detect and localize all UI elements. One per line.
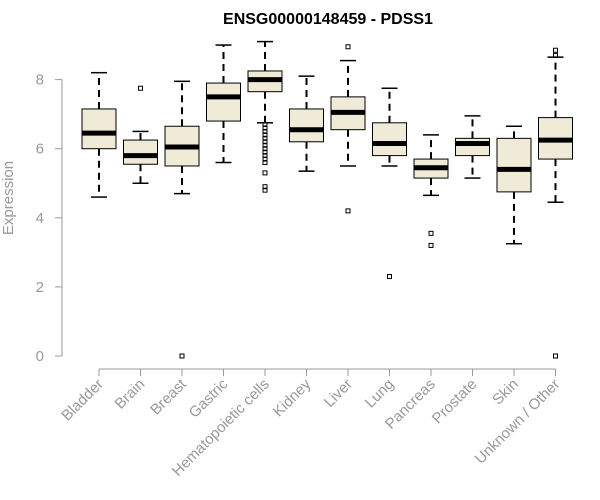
- outlier-point: [262, 122, 268, 128]
- outlier-point: [262, 149, 268, 155]
- box-body: [123, 139, 158, 165]
- y-tick-label: 8: [36, 72, 44, 89]
- plot-area: [81, 40, 573, 359]
- x-tick-label: Brain: [112, 376, 149, 413]
- outlier-point: [262, 125, 268, 131]
- outlier-point: [345, 208, 351, 214]
- outlier-point: [262, 187, 268, 193]
- outlier-point: [428, 230, 434, 236]
- x-tick-label: Bladder: [58, 376, 107, 425]
- y-tick-label: 0: [36, 348, 44, 365]
- outlier-point: [262, 135, 268, 141]
- box-kidney: [289, 75, 324, 172]
- box-body: [496, 137, 532, 193]
- outlier-point: [262, 160, 268, 166]
- box-lung: [372, 87, 407, 280]
- box-breast: [164, 80, 200, 359]
- outlier-point: [553, 353, 558, 359]
- chart-title: ENSG00000148459 - PDSS1: [223, 11, 433, 28]
- y-tick-label: 4: [36, 210, 44, 227]
- y-tick-label: 6: [36, 141, 44, 158]
- outlier-point: [262, 156, 268, 162]
- box-liver: [330, 44, 366, 214]
- box-prostate: [455, 115, 490, 179]
- outlier-point: [262, 146, 268, 152]
- outlier-point: [262, 184, 268, 190]
- x-tick-label: Kidney: [270, 375, 315, 420]
- y-tick-label: 2: [36, 279, 44, 296]
- y-axis: 0 2 4 6 8: [36, 72, 63, 365]
- box-body: [289, 108, 324, 143]
- box-body: [81, 108, 117, 150]
- outlier-point: [138, 85, 143, 91]
- outlier-point: [428, 242, 434, 248]
- outlier-point: [262, 139, 268, 145]
- outlier-point: [262, 170, 268, 176]
- box-body: [372, 122, 407, 157]
- box-brain: [123, 85, 158, 184]
- outlier-point: [553, 52, 558, 58]
- outlier-point: [262, 153, 268, 159]
- outlier-point: [553, 47, 558, 53]
- box-bladder: [81, 71, 117, 198]
- outlier-point: [387, 274, 392, 280]
- outlier-point: [345, 44, 351, 50]
- box-skin: [496, 125, 532, 245]
- box-hematopoietic-cells: [247, 40, 283, 193]
- x-tick-label: Prostate: [429, 376, 481, 428]
- y-axis-label: Expression: [0, 161, 17, 235]
- box-gastric: [206, 44, 241, 164]
- x-tick-label: Liver: [321, 376, 356, 411]
- box-pancreas: [413, 134, 449, 248]
- box-body: [455, 137, 490, 157]
- box-unknown-other: [538, 47, 573, 359]
- x-tick-label: Breast: [147, 375, 190, 418]
- x-tick-label: Lung: [362, 376, 398, 412]
- x-tick-label: Skin: [489, 376, 522, 409]
- outlier-point: [179, 353, 185, 359]
- outlier-point: [262, 128, 268, 134]
- box-body: [206, 82, 241, 122]
- outlier-point: [262, 142, 268, 148]
- outlier-point: [262, 132, 268, 138]
